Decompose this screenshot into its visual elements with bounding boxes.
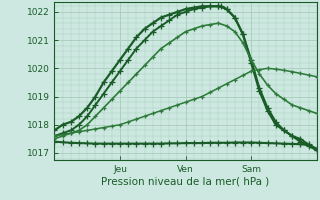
X-axis label: Pression niveau de la mer( hPa ): Pression niveau de la mer( hPa ) [101, 177, 270, 187]
